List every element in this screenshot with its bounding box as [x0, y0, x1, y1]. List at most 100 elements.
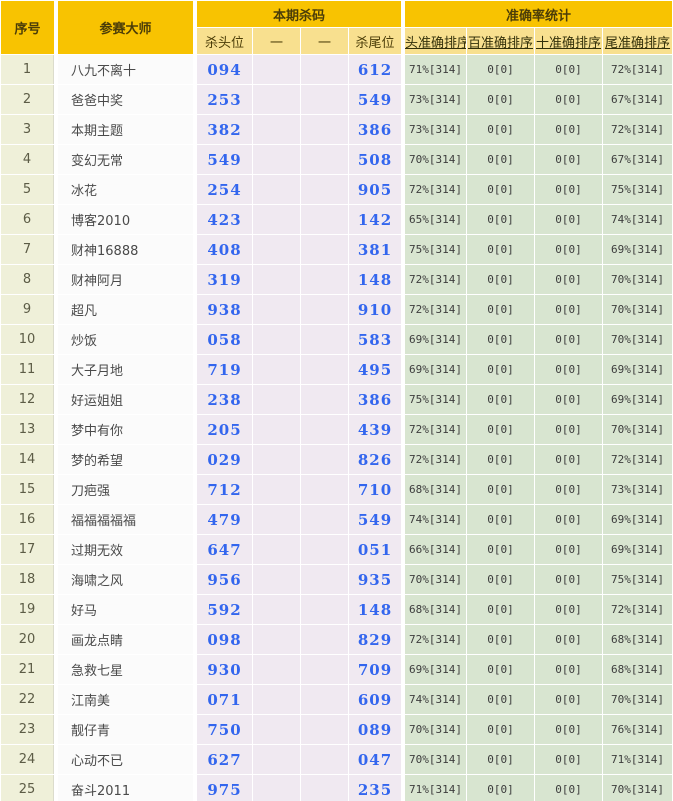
hundred-accuracy-cell: 0[0] — [467, 535, 535, 564]
head-accuracy-cell: 72%[314] — [402, 415, 467, 444]
tail-accuracy-cell: 75%[314] — [603, 565, 673, 594]
table-body: 1 八九不离十 094 612 71%[314] 0[0] 0[0] 72%[3… — [1, 55, 673, 801]
table-row: 9 超凡 938 910 72%[314] 0[0] 0[0] 70%[314] — [1, 295, 673, 324]
head-accuracy-cell: 74%[314] — [402, 505, 467, 534]
table-row: 23 靓仔青 750 089 70%[314] 0[0] 0[0] 76%[31… — [1, 715, 673, 744]
head-accuracy-cell: 72%[314] — [402, 295, 467, 324]
master-name-cell: 爸爸中奖 — [55, 85, 193, 114]
hundred-accuracy-cell: 0[0] — [467, 205, 535, 234]
kill-mid-cell-2 — [301, 415, 348, 444]
master-name-cell: 心动不已 — [55, 745, 193, 774]
master-name-cell: 江南美 — [55, 685, 193, 714]
head-accuracy-cell: 70%[314] — [402, 145, 467, 174]
table-row: 13 梦中有你 205 439 72%[314] 0[0] 0[0] 70%[3… — [1, 415, 673, 444]
kill-mid-cell-1 — [253, 445, 300, 474]
kill-tail-code-cell: 148 — [349, 265, 402, 294]
kill-mid-cell-2 — [301, 625, 348, 654]
tail-accuracy-cell: 76%[314] — [603, 715, 673, 744]
table-row: 7 财神16888 408 381 75%[314] 0[0] 0[0] 69%… — [1, 235, 673, 264]
table-row: 24 心动不已 627 047 70%[314] 0[0] 0[0] 71%[3… — [1, 745, 673, 774]
row-number-cell: 2 — [1, 85, 54, 114]
hundred-accuracy-cell: 0[0] — [467, 355, 535, 384]
master-name-cell: 靓仔青 — [55, 715, 193, 744]
table-row: 3 本期主题 382 386 73%[314] 0[0] 0[0] 72%[31… — [1, 115, 673, 144]
kill-tail-code-cell: 583 — [349, 325, 402, 354]
ten-accuracy-cell: 0[0] — [535, 745, 603, 774]
master-name-cell: 福福福福福 — [55, 505, 193, 534]
header-group-kill-codes: 本期杀码 — [194, 1, 402, 27]
kill-head-code-cell: 549 — [194, 145, 252, 174]
row-number-cell: 10 — [1, 325, 54, 354]
kill-mid-cell-1 — [253, 85, 300, 114]
master-name-cell: 急救七星 — [55, 655, 193, 684]
kill-mid-cell-1 — [253, 535, 300, 564]
kill-head-code-cell: 253 — [194, 85, 252, 114]
master-name-cell: 大子月地 — [55, 355, 193, 384]
kill-mid-cell-2 — [301, 235, 348, 264]
head-accuracy-cell: 75%[314] — [402, 385, 467, 414]
kill-tail-code-cell: 495 — [349, 355, 402, 384]
master-name-cell: 冰花 — [55, 175, 193, 204]
master-name-cell: 画龙点睛 — [55, 625, 193, 654]
kill-head-code-cell: 423 — [194, 205, 252, 234]
tail-accuracy-cell: 70%[314] — [603, 295, 673, 324]
sort-head-accuracy-link[interactable]: 头准确排序 — [405, 35, 467, 51]
head-accuracy-cell: 71%[314] — [402, 775, 467, 801]
ten-accuracy-cell: 0[0] — [535, 655, 603, 684]
table-header: 序号 参赛大师 本期杀码 准确率统计 杀头位 一 一 杀尾位 头准确排序 百准确… — [1, 1, 673, 54]
table-row: 14 梦的希望 029 826 72%[314] 0[0] 0[0] 72%[3… — [1, 445, 673, 474]
row-number-cell: 19 — [1, 595, 54, 624]
row-number-cell: 13 — [1, 415, 54, 444]
head-accuracy-cell: 72%[314] — [402, 175, 467, 204]
hundred-accuracy-cell: 0[0] — [467, 85, 535, 114]
kill-mid-cell-2 — [301, 325, 348, 354]
hundred-accuracy-cell: 0[0] — [467, 715, 535, 744]
row-number-cell: 11 — [1, 355, 54, 384]
table-row: 21 急救七星 930 709 69%[314] 0[0] 0[0] 68%[3… — [1, 655, 673, 684]
kill-tail-code-cell: 142 — [349, 205, 402, 234]
kill-tail-code-cell: 905 — [349, 175, 402, 204]
ten-accuracy-cell: 0[0] — [535, 325, 603, 354]
ten-accuracy-cell: 0[0] — [535, 115, 603, 144]
kill-tail-code-cell: 051 — [349, 535, 402, 564]
master-name-cell: 财神16888 — [55, 235, 193, 264]
tail-accuracy-cell: 69%[314] — [603, 235, 673, 264]
head-accuracy-cell: 70%[314] — [402, 745, 467, 774]
tail-accuracy-cell: 68%[314] — [603, 625, 673, 654]
kill-head-code-cell: 319 — [194, 265, 252, 294]
kill-tail-code-cell: 386 — [349, 385, 402, 414]
hundred-accuracy-cell: 0[0] — [467, 145, 535, 174]
table-row: 19 好马 592 148 68%[314] 0[0] 0[0] 72%[314… — [1, 595, 673, 624]
sort-hundred-accuracy-link[interactable]: 百准确排序 — [468, 35, 534, 51]
master-name-cell: 梦的希望 — [55, 445, 193, 474]
ten-accuracy-cell: 0[0] — [535, 205, 603, 234]
master-name-cell: 博客2010 — [55, 205, 193, 234]
master-name-cell: 好运姐姐 — [55, 385, 193, 414]
kill-tail-code-cell: 381 — [349, 235, 402, 264]
header-sort-ten-accuracy: 十准确排序 — [535, 28, 603, 54]
kill-mid-cell-1 — [253, 775, 300, 801]
header-kill-dash-2: 一 — [301, 28, 348, 54]
kill-mid-cell-2 — [301, 145, 348, 174]
kill-head-code-cell: 058 — [194, 325, 252, 354]
hundred-accuracy-cell: 0[0] — [467, 385, 535, 414]
ten-accuracy-cell: 0[0] — [535, 55, 603, 84]
head-accuracy-cell: 69%[314] — [402, 325, 467, 354]
kill-head-code-cell: 592 — [194, 595, 252, 624]
hundred-accuracy-cell: 0[0] — [467, 655, 535, 684]
hundred-accuracy-cell: 0[0] — [467, 325, 535, 354]
kill-head-code-cell: 382 — [194, 115, 252, 144]
sort-tail-accuracy-link[interactable]: 尾准确排序 — [605, 35, 671, 51]
kill-mid-cell-2 — [301, 745, 348, 774]
kill-mid-cell-2 — [301, 715, 348, 744]
row-number-cell: 3 — [1, 115, 54, 144]
table-row: 15 刀疤强 712 710 68%[314] 0[0] 0[0] 73%[31… — [1, 475, 673, 504]
kill-head-code-cell: 408 — [194, 235, 252, 264]
kill-tail-code-cell: 549 — [349, 85, 402, 114]
sort-ten-accuracy-link[interactable]: 十准确排序 — [536, 35, 602, 51]
header-sort-hundred-accuracy: 百准确排序 — [467, 28, 535, 54]
kill-mid-cell-2 — [301, 475, 348, 504]
kill-mid-cell-2 — [301, 505, 348, 534]
kill-head-code-cell: 627 — [194, 745, 252, 774]
kill-mid-cell-2 — [301, 685, 348, 714]
